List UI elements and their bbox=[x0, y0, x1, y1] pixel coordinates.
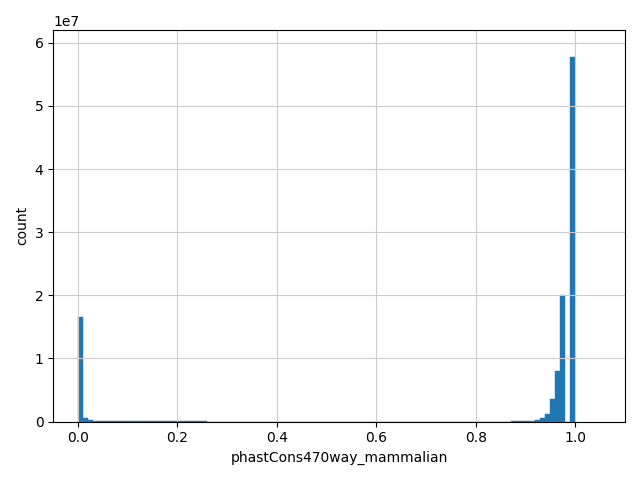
Bar bbox=[93, 420, 98, 421]
Bar bbox=[570, 57, 575, 421]
X-axis label: phastCons470way_mammalian: phastCons470way_mammalian bbox=[230, 451, 448, 465]
Bar bbox=[556, 371, 561, 421]
Bar bbox=[561, 295, 565, 421]
Bar bbox=[78, 317, 83, 421]
Bar bbox=[540, 419, 545, 421]
Bar bbox=[550, 399, 556, 421]
Bar bbox=[545, 414, 550, 421]
Bar bbox=[83, 418, 88, 421]
Bar bbox=[88, 420, 93, 421]
Bar bbox=[536, 420, 540, 421]
Y-axis label: count: count bbox=[15, 206, 29, 245]
